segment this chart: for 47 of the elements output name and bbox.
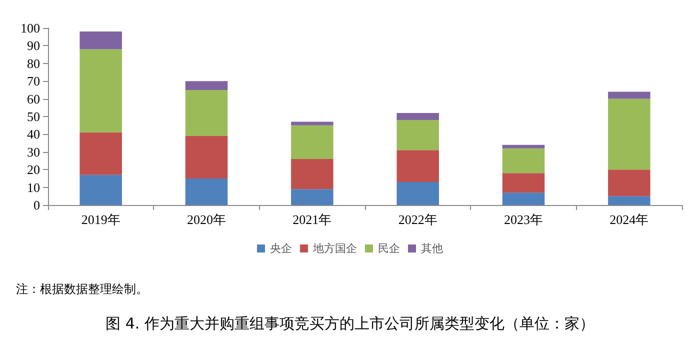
bar [502, 148, 545, 174]
y-tick-label: 100 [20, 20, 40, 36]
x-tick-label: 2023年 [504, 212, 543, 227]
y-tick-label: 70 [27, 74, 40, 89]
legend-label: 地方国企 [312, 242, 357, 255]
bar [608, 92, 650, 99]
legend-label: 民企 [378, 242, 400, 255]
x-tick-label: 2024年 [610, 212, 649, 227]
bar [608, 170, 650, 196]
bar [608, 196, 650, 205]
bar [291, 189, 334, 205]
bar [291, 122, 334, 126]
bar [291, 158, 334, 190]
y-tick-label: 90 [27, 38, 40, 54]
y-tick-label: 40 [27, 126, 40, 142]
bar [80, 32, 122, 50]
text: 图 4. 作为重大并购重组事项竞买方的上市公司所属类型变化（单位：家） [106, 314, 594, 332]
bar [291, 125, 334, 159]
y-tick-label: 80 [27, 56, 40, 71]
bar [396, 150, 439, 182]
bar [185, 136, 228, 178]
bar [396, 112, 439, 120]
bar [502, 173, 545, 193]
bar [396, 120, 439, 150]
legend-label: 其他 [421, 242, 443, 255]
y-tick-label: 50 [27, 109, 40, 124]
legend-label: 央企 [270, 242, 292, 255]
x-tick-label: 2022年 [398, 212, 438, 227]
x-tick-label: 2019年 [81, 212, 120, 227]
y-tick-label: 10 [27, 180, 40, 195]
text: 注：根据数据整理绘制。 [16, 282, 148, 296]
bar [185, 90, 228, 136]
bar [80, 132, 122, 175]
y-tick-label: 20 [27, 162, 40, 178]
bar [80, 174, 122, 205]
bar [608, 98, 650, 170]
x-tick-label: 2020年 [187, 212, 226, 227]
bar [185, 81, 228, 90]
bar [502, 144, 545, 148]
bar [396, 182, 439, 205]
x-tick-label: 2021年 [292, 212, 332, 227]
bar [185, 178, 228, 205]
y-tick-label: 60 [27, 91, 40, 106]
bar [502, 192, 545, 205]
y-tick-label: 0 [34, 198, 40, 212]
bar [80, 49, 122, 132]
y-tick-label: 30 [27, 144, 40, 160]
